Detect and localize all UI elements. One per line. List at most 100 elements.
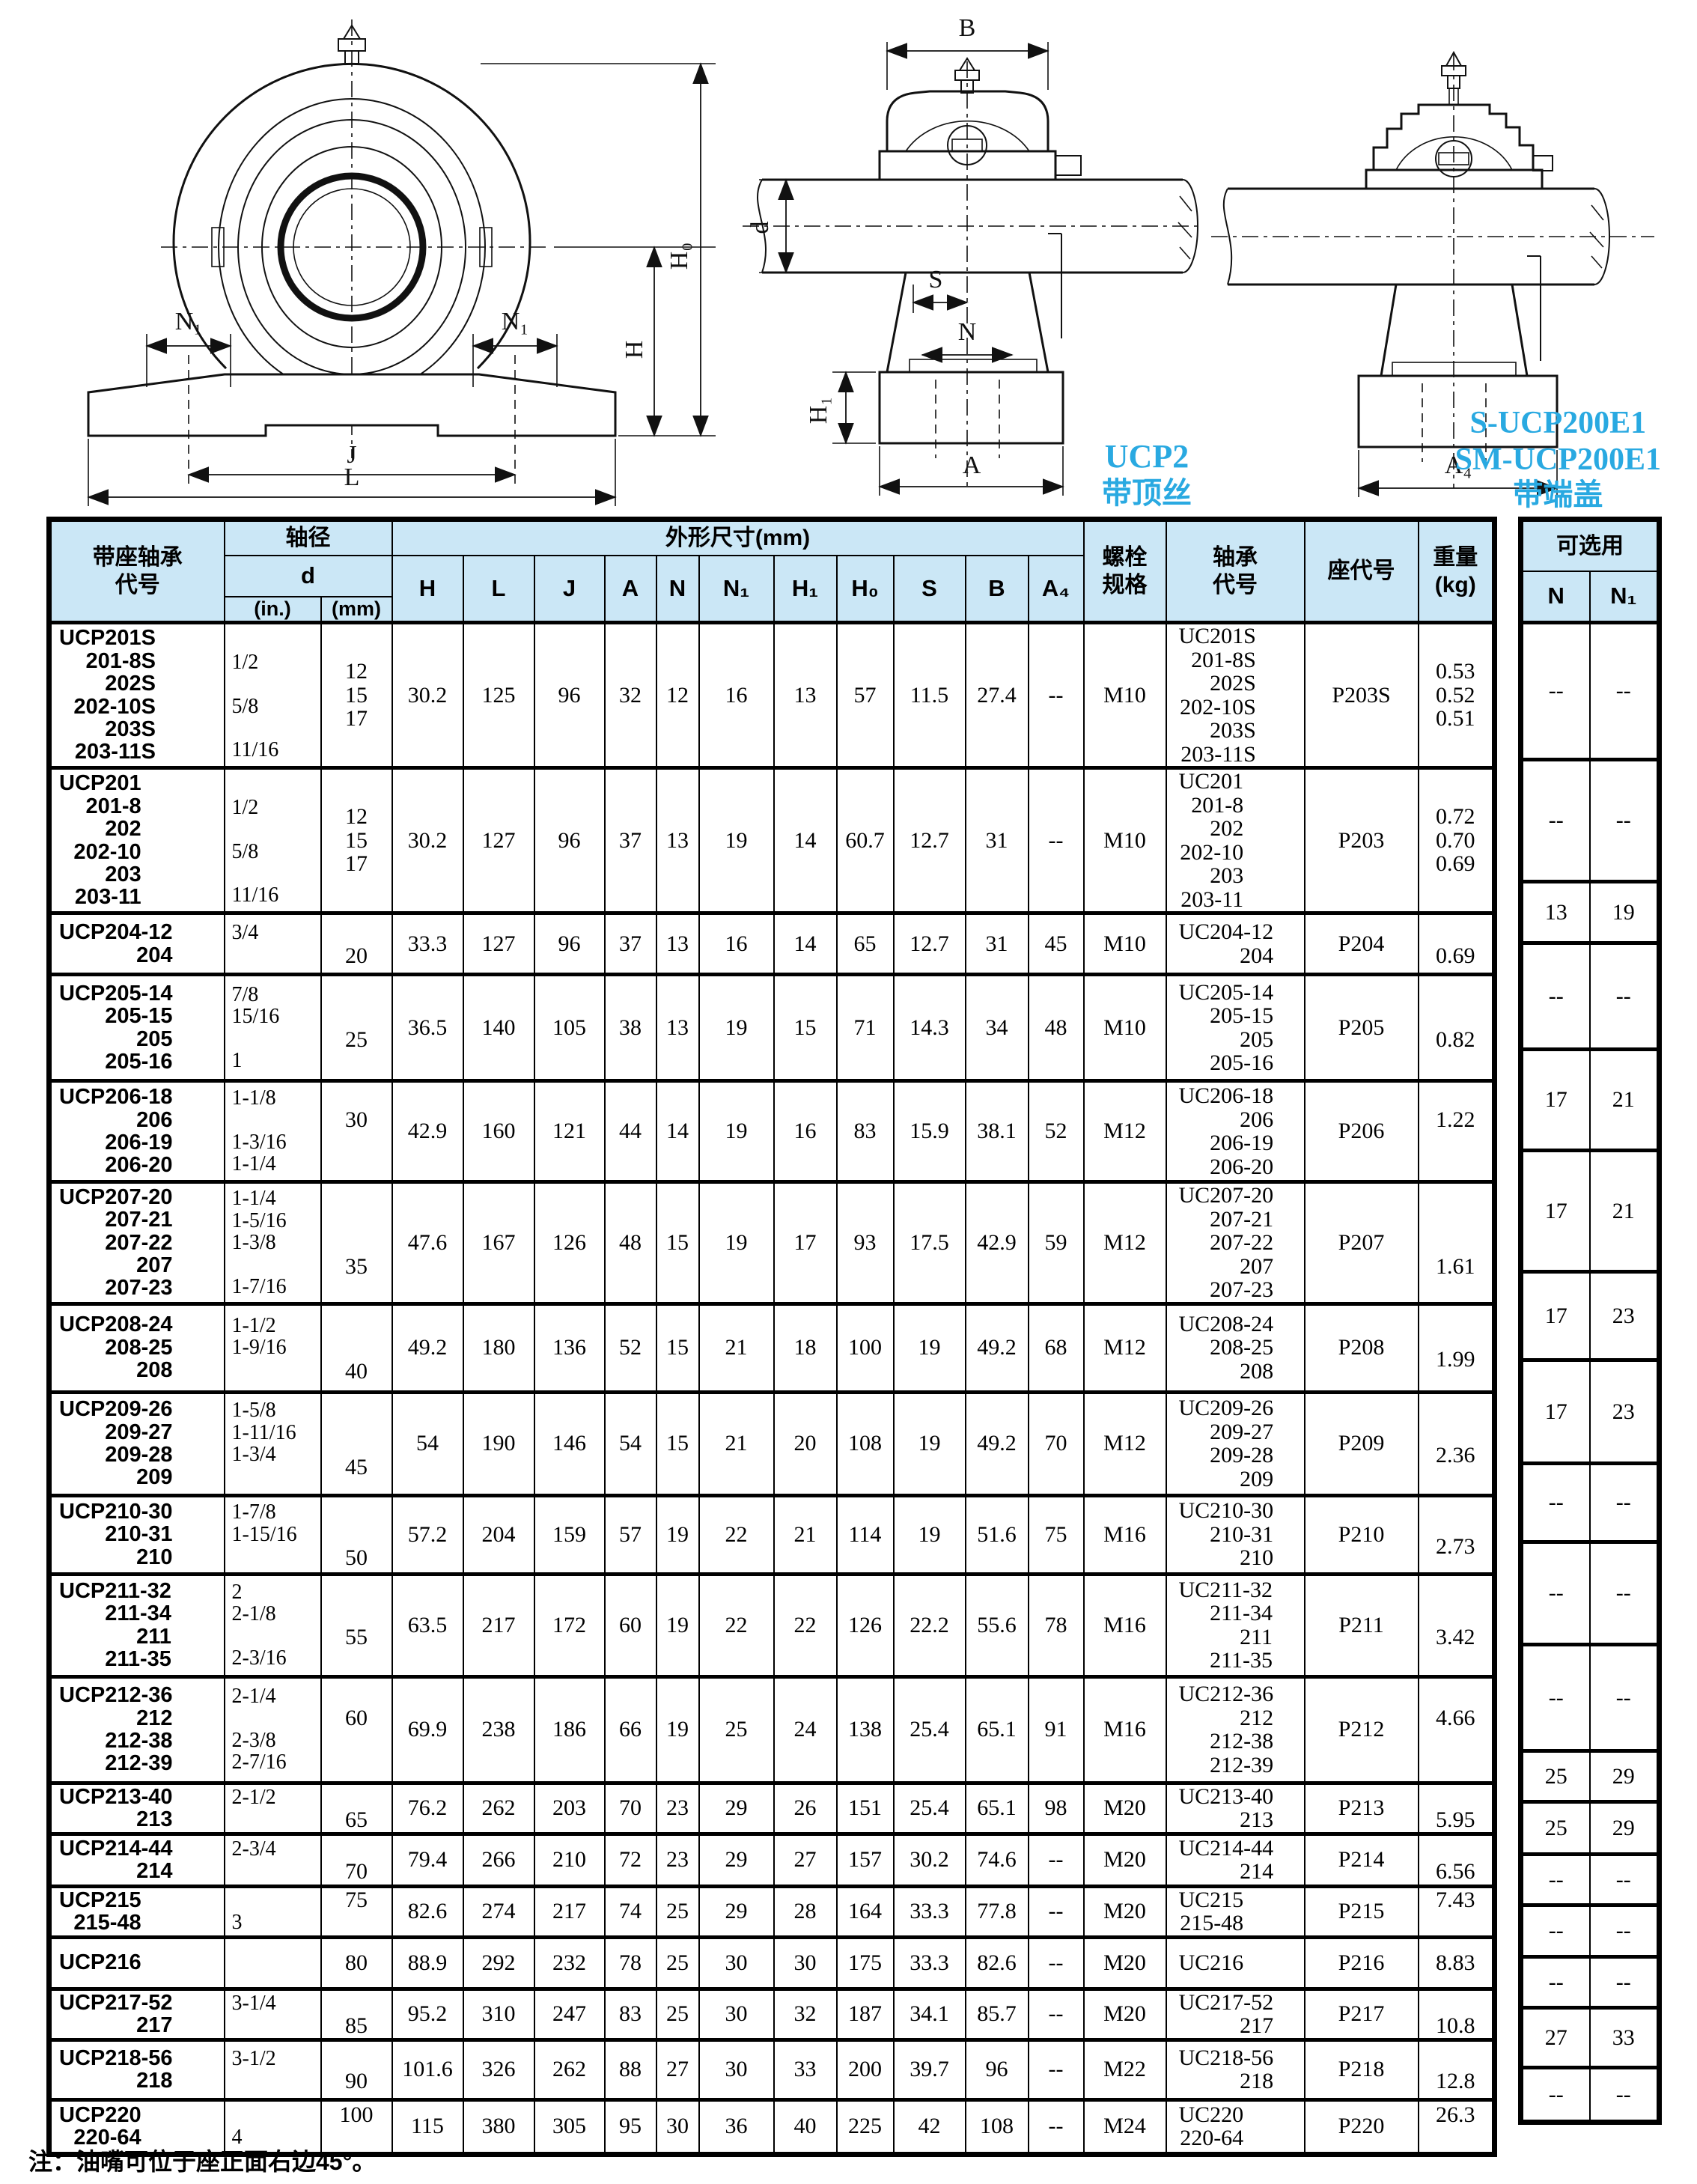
cell-dim-J: 96 [533, 766, 606, 913]
cell-bolt-spec: M20 [1082, 1780, 1167, 1834]
cell-dim-J: 217 [533, 1884, 606, 1937]
cell-optional-N: -- [1520, 758, 1591, 882]
cell-unit-code: UCP207-20 207-21 207-22 207 207-23 [48, 1180, 225, 1304]
cell-dim-N1: 36 [698, 2097, 775, 2154]
dim-label-b: B [959, 14, 976, 42]
cell-d-mm: 60 [320, 1674, 393, 1783]
cell-d-mm: 55 [320, 1572, 393, 1676]
table-row: UCP214-44 214 2-3/4 70 79.4 266 210 72 23 29 27 15… [48, 1831, 1496, 1886]
cell-dim-B: 31 [964, 911, 1029, 975]
cell-seat-code: P211 [1303, 1572, 1419, 1676]
cell-bearing-code: UC213-40 213 [1165, 1780, 1305, 1834]
cell-dim-L: 204 [462, 1493, 535, 1574]
dim-label-s: S [929, 266, 943, 293]
cell-dim-H: 79.4 [391, 1831, 464, 1886]
cell-dim-H: 33.3 [391, 911, 464, 975]
cell-dim-L: 380 [462, 2097, 535, 2154]
caption-s-ucp200e1-line2: SM-UCP200E1 [1454, 442, 1661, 477]
dim-label-j: J [347, 441, 356, 469]
cell-optional-N: -- [1520, 941, 1591, 1050]
cell-dim-N: 23 [655, 1831, 700, 1886]
cell-bearing-code: UC201 201-8 202 202-10 203 203-11 [1165, 766, 1305, 913]
cell-d-inch: 4 [223, 2097, 322, 2154]
cell-dim-S: 17.5 [892, 1180, 966, 1304]
optional-table-row: -- -- [1520, 1461, 1660, 1542]
cell-dim-N: 25 [655, 1986, 700, 2039]
table-row: UCP210-30 210-31 210 1-7/8 1-15/16 50 57.2 204… [48, 1493, 1496, 1574]
header-optional-N1: N₁ [1588, 570, 1660, 624]
optional-table-row: -- -- [1520, 621, 1660, 760]
cell-d-inch: 1/2 5/8 11/16 [223, 766, 322, 913]
cell-weight: 7.43 [1417, 1884, 1496, 1937]
cell-d-mm: 12 15 17 [320, 621, 393, 768]
cell-dim-N1: 21 [698, 1390, 775, 1495]
cell-d-inch: 3 [223, 1884, 322, 1937]
cell-dim-H0: 71 [835, 973, 895, 1081]
cell-unit-code: UCP201 201-8 202 202-10 203 203-11 [48, 766, 225, 913]
cell-dim-J: 232 [533, 1935, 606, 1989]
cell-optional-N1: -- [1588, 758, 1660, 882]
caption-ucp2-line2: 带顶丝 [1102, 477, 1192, 510]
cell-weight: 0.72 0.70 0.69 [1417, 766, 1496, 913]
cell-bearing-code: UC206-18 206 206-19 206-20 [1165, 1079, 1305, 1182]
cell-dim-H1: 33 [773, 2037, 838, 2099]
header-seat-code: 座代号 [1303, 518, 1419, 624]
cell-unit-code: UCP206-18 206 206-19 206-20 [48, 1079, 225, 1182]
header-dim-A: A [603, 554, 657, 624]
cell-optional-N1: 21 [1588, 1149, 1660, 1272]
cell-bolt-spec: M10 [1082, 911, 1167, 975]
cell-optional-N1: -- [1588, 1461, 1660, 1542]
cell-dim-A4: 75 [1027, 1493, 1085, 1574]
optional-table-row: 27 33 [1520, 2006, 1660, 2068]
header-shaft-diameter: 轴径 [223, 518, 393, 556]
cell-bolt-spec: M20 [1082, 1831, 1167, 1886]
cell-dim-N1: 29 [698, 1831, 775, 1886]
cell-unit-code: UCP201S 201-8S 202S 202-10S 203S 203-11S [48, 621, 225, 768]
cell-seat-code: P205 [1303, 973, 1419, 1081]
cell-d-inch: 3/4 [223, 911, 322, 975]
cell-dim-N1: 19 [698, 1180, 775, 1304]
optional-table-row: 17 21 [1520, 1047, 1660, 1151]
cell-dim-N1: 16 [698, 911, 775, 975]
cell-dim-A4: -- [1027, 2097, 1085, 2154]
cell-optional-N: 13 [1520, 880, 1591, 943]
cell-seat-code: P216 [1303, 1935, 1419, 1989]
cell-d-mm: 40 [320, 1301, 393, 1392]
cell-dim-H: 42.9 [391, 1079, 464, 1182]
cell-unit-code: UCP216 [48, 1935, 225, 1989]
cell-dim-A: 70 [603, 1780, 657, 1834]
table-row: UCP204-12 204 3/4 20 33.3 127 96 37 13 16 14 65 12.… [48, 911, 1496, 975]
caption-s-ucp200e1-line3: 带端盖 [1513, 478, 1603, 511]
cell-optional-N1: -- [1588, 1643, 1660, 1751]
cell-dim-A4: 48 [1027, 973, 1085, 1081]
cell-optional-N: 17 [1520, 1270, 1591, 1360]
cell-dim-H0: 200 [835, 2037, 895, 2099]
cell-dim-S: 30.2 [892, 1831, 966, 1886]
cell-dim-B: 31 [964, 766, 1029, 913]
cell-bearing-code: UC217-52 217 [1165, 1986, 1305, 2039]
cell-dim-A4: -- [1027, 1884, 1085, 1937]
cell-dim-S: 19 [892, 1390, 966, 1495]
cell-dim-H1: 13 [773, 621, 838, 768]
cell-bearing-code: UC208-24 208-25 208 [1165, 1301, 1305, 1392]
table-row: UCP206-18 206 206-19 206-20 1-1/8 1-3/16 1-1/… [48, 1079, 1496, 1182]
cell-dim-A: 60 [603, 1572, 657, 1676]
header-dim-A4: A₄ [1027, 554, 1085, 624]
cell-dim-H1: 27 [773, 1831, 838, 1886]
cell-dim-J: 247 [533, 1986, 606, 2039]
front-view-drawing: N₁ N₁ H H₀ J [0, 9, 734, 512]
cell-weight: 3.42 [1417, 1572, 1496, 1676]
cell-bearing-code: UC218-56 218 [1165, 2037, 1305, 2099]
cell-dim-B: 82.6 [964, 1935, 1029, 1989]
cell-dim-H: 95.2 [391, 1986, 464, 2039]
optional-table-row: -- -- [1520, 1540, 1660, 1645]
cell-dim-H1: 28 [773, 1884, 838, 1937]
cell-dim-B: 108 [964, 2097, 1029, 2154]
cell-dim-H1: 17 [773, 1180, 838, 1304]
cell-dim-H: 101.6 [391, 2037, 464, 2099]
cell-dim-N1: 29 [698, 1780, 775, 1834]
cell-dim-N: 19 [655, 1572, 700, 1676]
cell-dim-H0: 175 [835, 1935, 895, 1989]
cell-bearing-code: UC216 [1165, 1935, 1305, 1989]
cell-optional-N1: -- [1588, 1540, 1660, 1645]
